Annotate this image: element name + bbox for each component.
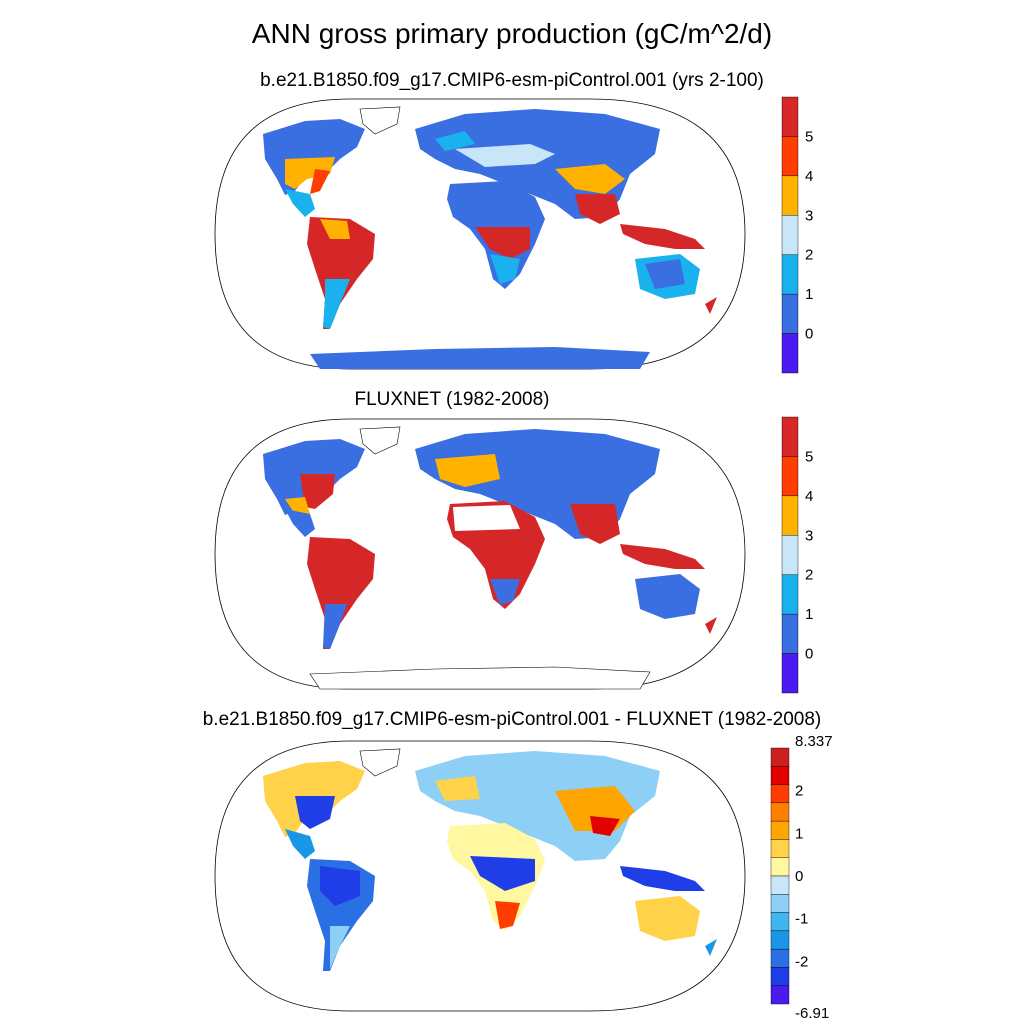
colorbar-obs: 5 4 3 2 1 0 [781, 416, 813, 694]
colorbar-swatch [770, 894, 790, 913]
colorbar-tick-label: 4 [805, 168, 813, 185]
colorbar-swatch [770, 930, 790, 950]
colorbar-swatch [770, 967, 790, 986]
colorbar-swatch [770, 857, 790, 877]
antarctica [310, 347, 650, 369]
colorbar-tick-label: 0 [795, 868, 803, 885]
colorbar-swatch [770, 820, 790, 840]
colorbar-swatch [781, 535, 799, 575]
colorbar-swatch [781, 175, 799, 216]
colorbar-swatch [781, 136, 799, 177]
colorbar-swatch [770, 784, 790, 804]
colorbar-tick-label: 1 [795, 825, 803, 842]
colorbar-tick-label: 0 [805, 646, 813, 663]
colorbar-tick-label: 1 [805, 606, 813, 623]
colorbar-tick-label: -2 [795, 953, 808, 970]
colorbar-tick-label: 0 [805, 326, 813, 343]
colorbar-swatch [770, 912, 790, 932]
colorbar-tick-label: 4 [805, 488, 813, 505]
colorbar-tick-label: -6.91 [795, 1005, 829, 1022]
colorbar-swatch [781, 456, 799, 497]
colorbar-tick-label: 2 [795, 783, 803, 800]
colorbar-swatch [781, 293, 799, 334]
colorbar-swatch [770, 766, 790, 785]
colorbar-swatch [781, 333, 799, 374]
colorbar-swatch [781, 574, 799, 615]
colorbar-swatch [781, 495, 799, 536]
panel-diff-subtitle: b.e21.B1850.f09_g17.CMIP6-esm-piControl.… [202, 709, 822, 730]
colorbar-swatch [781, 416, 799, 457]
colorbar-tick-label: 3 [805, 207, 813, 224]
colorbar-tick-label: 8.337 [795, 733, 833, 750]
colorbar-tick-label: 5 [805, 128, 813, 145]
colorbar-tick-label: 5 [805, 448, 813, 465]
colorbar-swatch [770, 802, 790, 822]
colorbar-model: 5 4 3 2 1 0 [781, 96, 813, 374]
panel-model-map [214, 98, 746, 370]
colorbar-swatch [781, 613, 799, 654]
colorbar-tick-label: 2 [805, 247, 813, 264]
panel-obs-subtitle: FLUXNET (1982-2008) [354, 389, 550, 410]
colorbar-swatch [781, 96, 799, 137]
colorbar-swatch [770, 948, 790, 968]
colorbar-swatch [770, 747, 790, 767]
colorbar-swatch [770, 985, 790, 1005]
colorbar-tick-label: -1 [795, 911, 808, 928]
panel-diff-map [214, 740, 746, 1012]
colorbar-swatch [781, 254, 799, 295]
colorbar-swatch [770, 875, 790, 895]
colorbar-tick-label: 2 [805, 567, 813, 584]
colorbar-swatch [781, 215, 799, 255]
figure-title: ANN gross primary production (gC/m^2/d) [251, 18, 773, 49]
panel-model-subtitle: b.e21.B1850.f09_g17.CMIP6-esm-piControl.… [260, 70, 764, 91]
panel-obs-map [214, 418, 746, 690]
colorbar-swatch [781, 653, 799, 694]
south-america [307, 217, 375, 329]
colorbar-tick-label: 3 [805, 527, 813, 544]
colorbar-diff: 8.337 2 1 0 -1 -2 -6.91 [770, 733, 833, 1022]
colorbar-swatch [770, 839, 790, 858]
colorbar-tick-label: 1 [805, 286, 813, 303]
